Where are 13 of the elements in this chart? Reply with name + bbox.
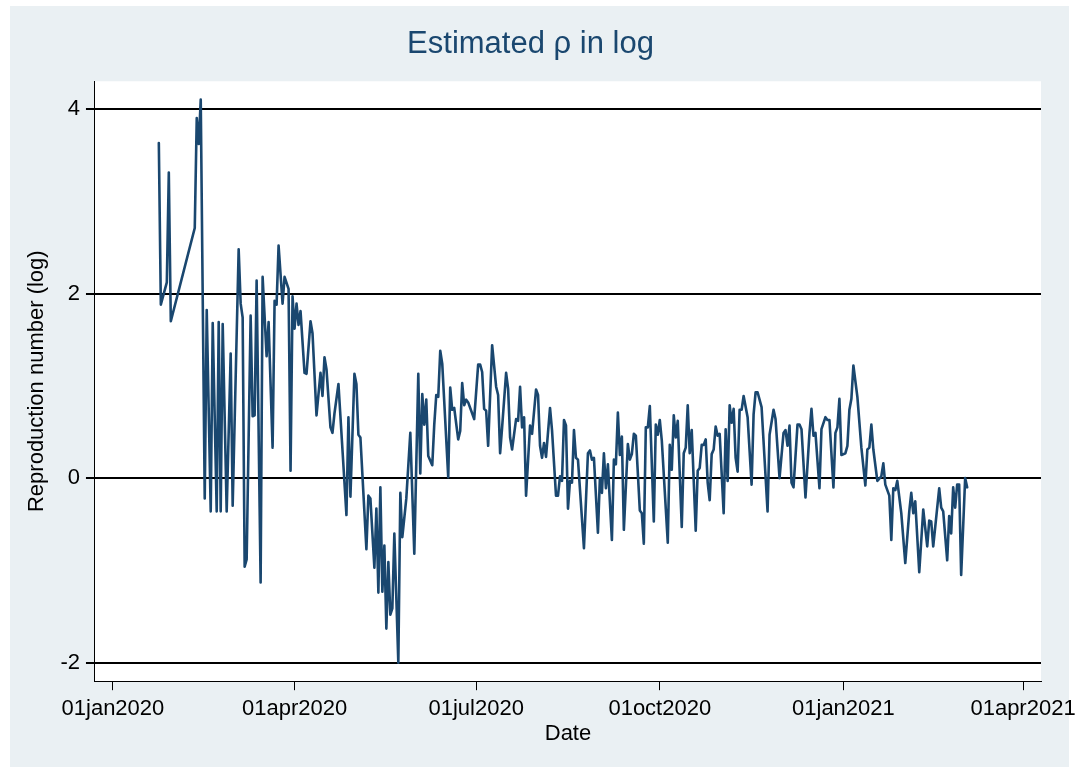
y-axis-title: Reproduction number (log) <box>23 250 49 513</box>
y-tick-label: 2 <box>67 279 80 305</box>
x-tick-label: 01jul2020 <box>428 695 524 721</box>
y-tick-label: 0 <box>67 464 80 490</box>
x-tick-label: 01oct2020 <box>608 695 712 721</box>
y-tick-label: 4 <box>67 94 80 120</box>
x-tick-label: 01apr2021 <box>970 695 1076 721</box>
x-axis-title: Date <box>544 719 592 745</box>
x-tick-label: 01apr2020 <box>241 695 348 721</box>
chart-title: Estimated ρ in log <box>407 25 654 61</box>
x-tick-label: 01jan2020 <box>61 695 165 721</box>
x-tick-label: 01jan2021 <box>792 695 895 721</box>
y-tick-label: -2 <box>60 648 80 674</box>
